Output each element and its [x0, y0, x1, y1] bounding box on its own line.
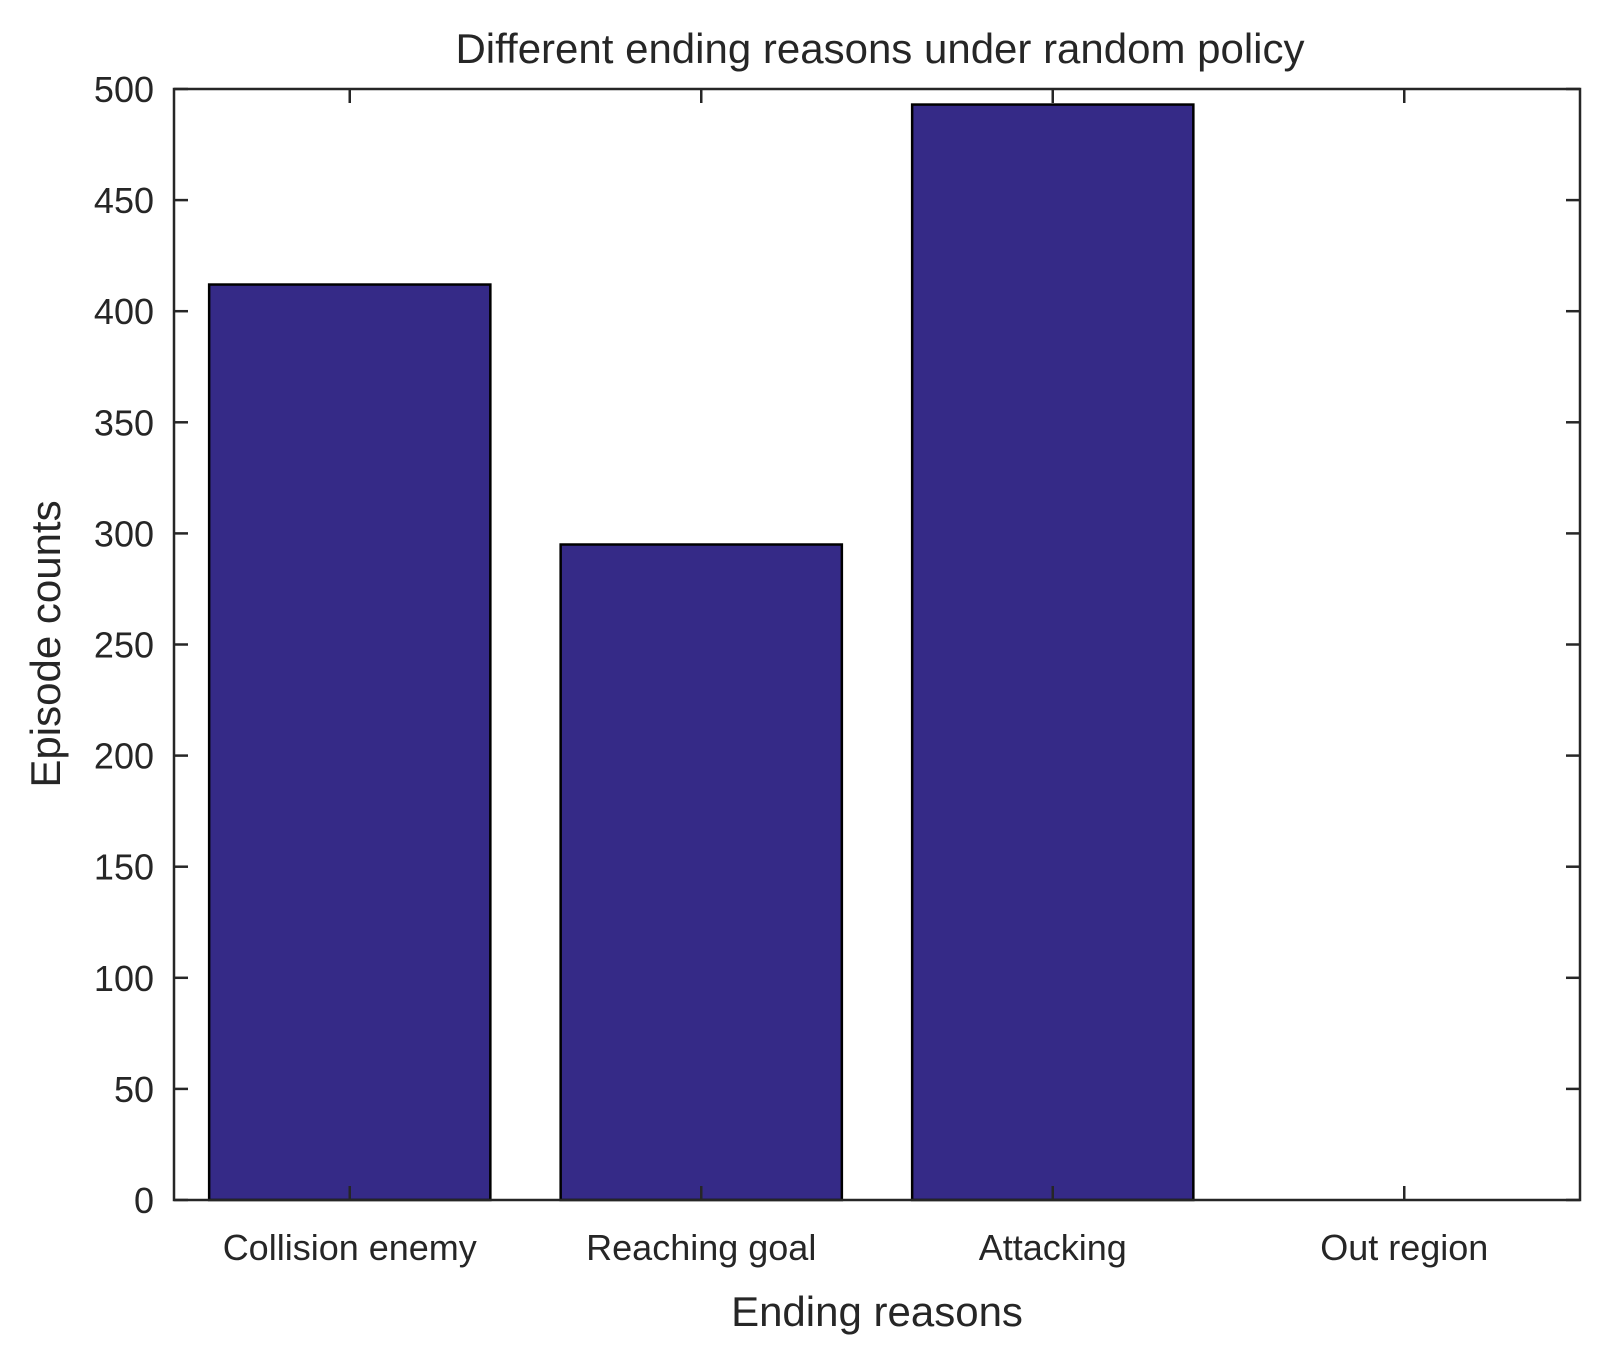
y-tick-label: 200: [94, 736, 154, 777]
bars-layer: [207, 103, 1195, 1202]
y-tick-label: 150: [94, 847, 154, 888]
bar-reaching-goal: [559, 543, 844, 1202]
y-tick-label: 450: [94, 180, 154, 221]
bar-collision-enemy: [207, 283, 492, 1202]
y-axis-title: Episode counts: [22, 500, 69, 787]
y-tick-label: 350: [94, 402, 154, 443]
x-tick-labels: Collision enemy Reaching goal Attacking Out…: [223, 1227, 1489, 1268]
x-tick-label: Attacking: [979, 1227, 1127, 1268]
x-axis-title: Ending reasons: [731, 1288, 1023, 1335]
y-tick-label: 300: [94, 513, 154, 554]
ticks-layer: [174, 87, 1580, 1202]
y-tick-label: 100: [94, 958, 154, 999]
y-tick-label: 400: [94, 291, 154, 332]
x-tick-label: Out region: [1320, 1227, 1488, 1268]
x-tick-label: Collision enemy: [223, 1227, 477, 1268]
x-tick-label: Reaching goal: [586, 1227, 816, 1268]
y-tick-label: 500: [94, 69, 154, 110]
chart-title: Different ending reasons under random po…: [455, 25, 1304, 72]
y-tick-label: 0: [134, 1180, 154, 1221]
y-tick-label: 50: [114, 1069, 154, 1110]
plot-area-frame: [172, 87, 1582, 1202]
y-tick-labels: 0 50 100 150 200 250 300 350 400 450 500: [94, 69, 154, 1221]
y-tick-label: 250: [94, 625, 154, 666]
bar-attacking: [910, 103, 1195, 1202]
